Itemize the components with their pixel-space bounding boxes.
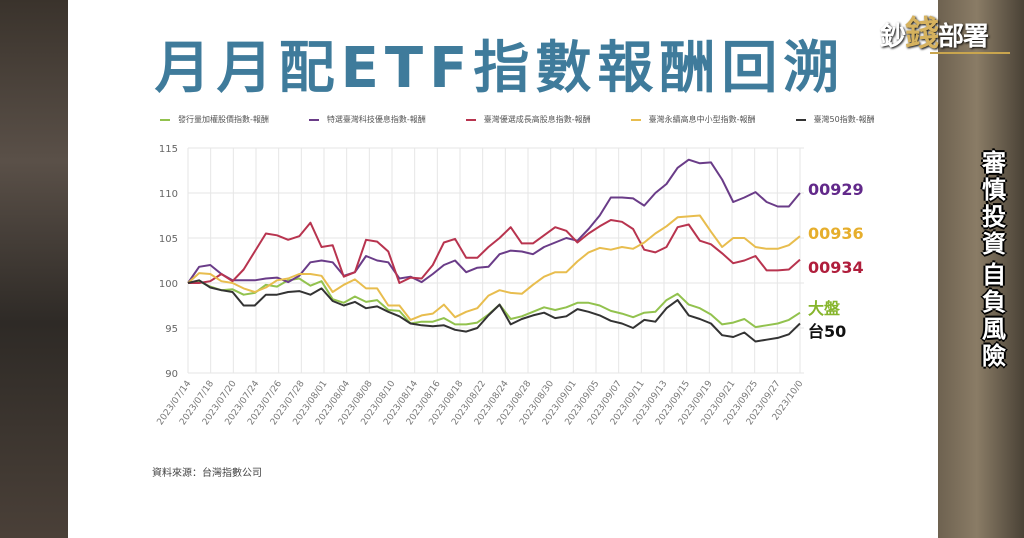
logo: 鈔錢部署 bbox=[880, 6, 989, 55]
y-tick-label: 110 bbox=[159, 189, 178, 200]
y-tick-label: 95 bbox=[165, 324, 178, 335]
y-tick-label: 115 bbox=[159, 144, 178, 155]
series-end-label: 00936 bbox=[808, 224, 864, 243]
disclaimer-line1: 審慎投資 bbox=[982, 149, 1006, 258]
logo-text: 錢 bbox=[905, 14, 939, 54]
y-tick-label: 105 bbox=[159, 234, 178, 245]
legend-swatch bbox=[630, 118, 641, 121]
logo-text: 鈔 bbox=[880, 22, 906, 52]
logo-underline bbox=[930, 52, 1010, 54]
series-line bbox=[187, 158, 801, 284]
series-end-label: 大盤 bbox=[808, 299, 841, 318]
legend-item[interactable]: 發行量加權股價指數-報酬 bbox=[160, 114, 269, 125]
series-end-label: 台50 bbox=[808, 322, 847, 341]
legend-label: 發行量加權股價指數-報酬 bbox=[178, 115, 269, 124]
series-end-label: 00929 bbox=[808, 180, 864, 199]
y-tick-label: 90 bbox=[165, 369, 178, 380]
legend-swatch bbox=[795, 118, 806, 121]
chart-panel bbox=[68, 0, 938, 538]
legend-swatch bbox=[465, 118, 476, 121]
series-line bbox=[187, 214, 801, 321]
disclaimer-line2: 自負風險 bbox=[982, 261, 1006, 370]
legend: 發行量加權股價指數-報酬 特選臺灣科技優息指數-報酬 臺灣優選成長高股息指數-報酬 臺… bbox=[160, 114, 875, 125]
background-left bbox=[0, 0, 68, 538]
legend-label: 臺灣50指數-報酬 bbox=[813, 115, 875, 124]
legend-label: 特選臺灣科技優息指數-報酬 bbox=[326, 115, 426, 124]
series-line bbox=[187, 279, 801, 343]
source-note: 資料來源：台灣指數公司 bbox=[152, 468, 262, 479]
legend-label: 臺灣永續高息中小型指數-報酬 bbox=[648, 115, 756, 124]
series-line bbox=[187, 277, 801, 329]
legend-item[interactable]: 臺灣50指數-報酬 bbox=[795, 114, 875, 125]
legend-item[interactable]: 臺灣永續高息中小型指數-報酬 bbox=[630, 114, 756, 125]
legend-item[interactable]: 臺灣優選成長高股息指數-報酬 bbox=[465, 114, 591, 125]
y-tick-label: 100 bbox=[159, 279, 178, 290]
legend-item[interactable]: 特選臺灣科技優息指數-報酬 bbox=[308, 114, 426, 125]
legend-swatch bbox=[160, 118, 170, 121]
series-end-label: 00934 bbox=[808, 258, 864, 277]
legend-swatch bbox=[308, 118, 319, 121]
series-line bbox=[188, 219, 801, 284]
logo-text: 部署 bbox=[938, 22, 989, 52]
legend-label: 臺灣優選成長高股息指數-報酬 bbox=[483, 115, 591, 124]
background-right bbox=[938, 0, 1024, 538]
chart-title: 月月配ETF指數報酬回溯 bbox=[154, 36, 846, 101]
